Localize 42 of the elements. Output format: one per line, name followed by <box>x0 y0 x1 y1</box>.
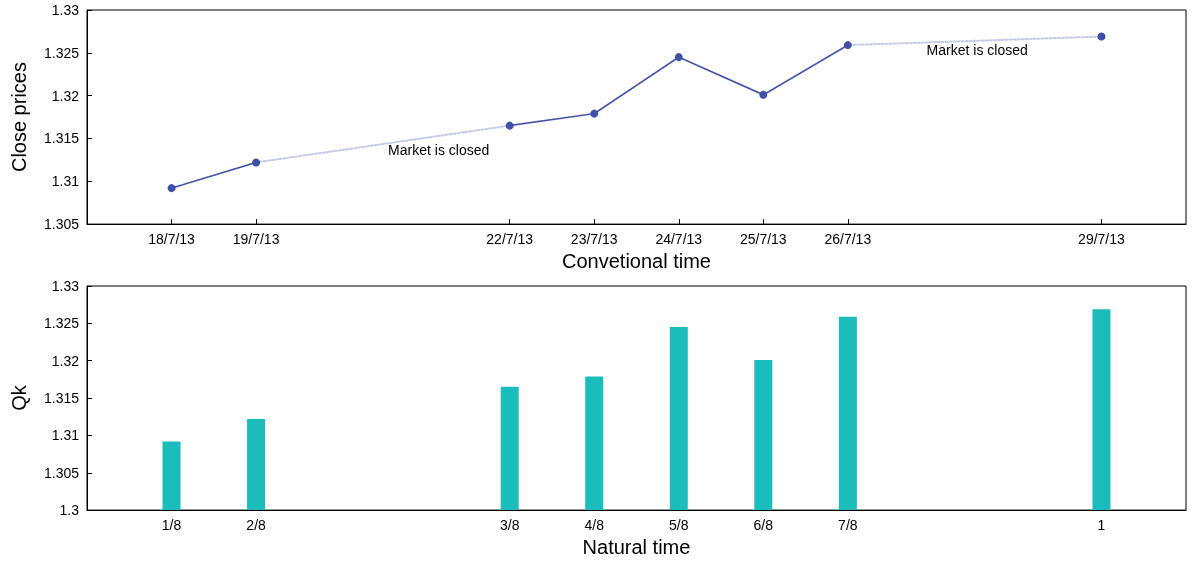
y-axis-title: Close prices <box>8 62 30 173</box>
x-tick-label: 26/7/13 <box>824 231 872 248</box>
x-tick-label: 6/8 <box>753 517 774 534</box>
x-tick-label: 2/8 <box>246 517 267 534</box>
y-tick-label: 1.315 <box>43 390 80 407</box>
x-tick-label: 23/7/13 <box>570 231 618 248</box>
point <box>843 41 852 50</box>
x-tick-label: 24/7/13 <box>655 231 703 248</box>
x-tick-label: 29/7/13 <box>1078 231 1126 248</box>
x-tick-label: 18/7/13 <box>148 231 196 248</box>
y-tick-label: 1.33 <box>51 278 80 294</box>
point <box>167 184 176 193</box>
x-tick-label: 1/8 <box>161 517 182 534</box>
x-tick-label: 4/8 <box>584 517 605 534</box>
annotation: Market is closed <box>926 41 1028 58</box>
y-tick-label: 1.31 <box>51 173 80 190</box>
x-tick-label: 25/7/13 <box>739 231 787 248</box>
y-tick-label: 1.315 <box>43 130 80 147</box>
y-tick-label: 1.305 <box>43 216 80 233</box>
point <box>759 90 768 99</box>
y-tick-label: 1.33 <box>51 2 80 18</box>
y-tick-label: 1.305 <box>43 464 80 481</box>
y-tick-label: 1.31 <box>51 427 80 444</box>
x-axis-title: Convetional time <box>562 250 711 272</box>
x-axis-title: Natural time <box>582 536 691 558</box>
x-tick-label: 19/7/13 <box>232 231 280 248</box>
point <box>674 53 683 62</box>
y-tick-label: 1.3 <box>59 502 80 519</box>
x-tick-label: 5/8 <box>669 517 689 534</box>
y-tick-label: 1.325 <box>43 315 80 332</box>
y-tick-label: 1.325 <box>43 44 80 61</box>
point <box>590 109 599 118</box>
x-tick-label: 7/8 <box>838 517 858 534</box>
y-axis-title: Qk <box>8 384 30 411</box>
y-tick-label: 1.32 <box>51 352 80 369</box>
point <box>505 121 514 130</box>
y-tick-label: 1.32 <box>51 87 80 104</box>
x-tick-label: 1 <box>1097 517 1106 534</box>
point <box>252 158 261 167</box>
x-tick-label: 22/7/13 <box>486 231 534 248</box>
annotation: Market is closed <box>388 141 490 158</box>
x-tick-label: 3/8 <box>499 517 520 534</box>
